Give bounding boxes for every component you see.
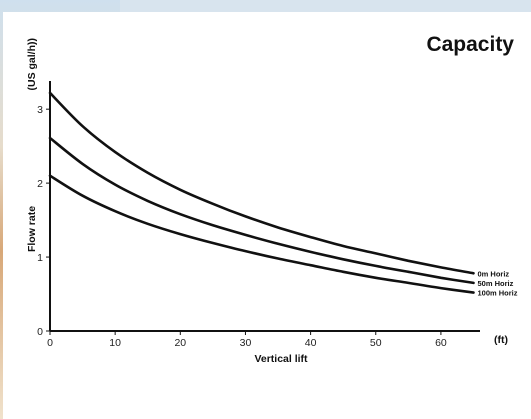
- x-tick-label: 60: [435, 337, 447, 349]
- series-label-2: 100m Horiz: [477, 289, 517, 298]
- x-tick-label: 40: [305, 337, 317, 349]
- y-axis-label: Flow rate: [26, 206, 38, 252]
- x-axis-unit: (ft): [494, 334, 508, 346]
- y-tick-label: 3: [37, 104, 43, 116]
- x-tick-label: 10: [109, 337, 121, 349]
- y-tick-label: 2: [37, 178, 43, 190]
- chart-title: Capacity: [426, 33, 514, 56]
- tick-marks: [46, 108, 442, 335]
- series-label-0: 0m Horiz: [477, 269, 509, 278]
- series-line-2: [48, 174, 475, 294]
- series-line-1: [48, 136, 475, 285]
- x-tick-label: 30: [240, 337, 252, 349]
- x-tick-label: 50: [370, 337, 382, 349]
- x-tick-label: 0: [47, 337, 53, 349]
- series-lines: [48, 91, 475, 294]
- y-tick-label: 1: [37, 252, 43, 264]
- y-tick-label: 0: [37, 326, 43, 338]
- tick-labels: 0 10 20 30 40 50 60 0 1 2 3: [37, 104, 447, 349]
- x-tick-label: 20: [174, 337, 186, 349]
- series-line-0: [48, 91, 475, 275]
- axes: [49, 81, 480, 332]
- chart-card: [3, 12, 531, 419]
- y-axis-unit: (US gal/h)): [26, 38, 38, 91]
- x-axis-label: Vertical lift: [254, 353, 308, 365]
- series-label-1: 50m Horiz: [477, 279, 513, 288]
